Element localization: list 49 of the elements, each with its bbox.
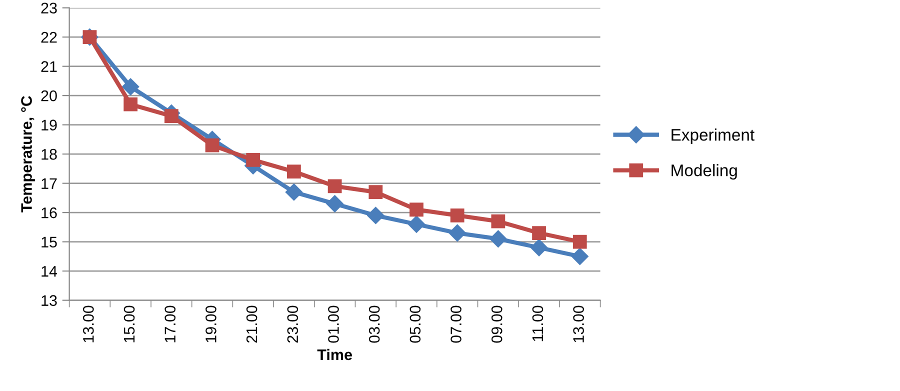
y-tick-label: 13	[42, 295, 57, 306]
y-tick-label: 22	[41, 32, 57, 43]
point	[205, 138, 220, 152]
y-tick-label: 20	[41, 90, 57, 102]
x-tick-label: 21.00	[246, 306, 258, 343]
point	[368, 185, 383, 200]
point	[530, 239, 548, 256]
x-tick-label: 13.00	[573, 306, 584, 342]
x-tick-label: 09.00	[491, 306, 502, 343]
legend-label: Modeling	[672, 164, 737, 180]
point	[571, 248, 588, 265]
point	[367, 206, 384, 224]
point	[164, 109, 178, 123]
point	[124, 97, 138, 112]
point	[285, 184, 303, 201]
x-tick-label: 01.00	[328, 306, 339, 343]
point	[328, 179, 342, 194]
y-tick-label: 19	[42, 120, 57, 130]
y-tick-label: 15	[42, 236, 57, 248]
x-tick-label: 23.00	[287, 306, 298, 343]
x-tick-label: 07.00	[450, 306, 462, 343]
point	[572, 234, 587, 249]
x-tick-label: 17.00	[164, 306, 176, 342]
point	[122, 78, 140, 96]
x-tick-label: 15.00	[124, 306, 135, 342]
point	[448, 224, 466, 242]
point	[287, 164, 301, 179]
x-tick-label: 03.00	[368, 306, 380, 343]
y-tick-label: 18	[42, 148, 57, 160]
point	[410, 202, 424, 217]
point	[532, 226, 546, 240]
y-axis-title: Temperature, °C	[21, 96, 35, 212]
y-tick-label: 21	[41, 61, 57, 72]
y-tick-label: 17	[42, 178, 57, 189]
legend-label: Experiment	[672, 128, 754, 144]
point	[491, 214, 506, 228]
x-tick-label: 13.00	[83, 306, 94, 342]
x-axis-title: Time	[317, 348, 352, 360]
x-tick-label: 05.00	[410, 306, 421, 343]
point	[246, 152, 260, 167]
point	[450, 208, 464, 222]
y-tick-label: 16	[42, 207, 57, 218]
point	[490, 230, 507, 248]
y-tick-label: 23	[41, 2, 57, 14]
y-tick-label: 14	[42, 266, 58, 277]
x-tick-label: 19.00	[206, 306, 216, 342]
point	[408, 216, 426, 233]
point	[326, 195, 344, 212]
x-tick-label: 11.00	[532, 306, 544, 342]
